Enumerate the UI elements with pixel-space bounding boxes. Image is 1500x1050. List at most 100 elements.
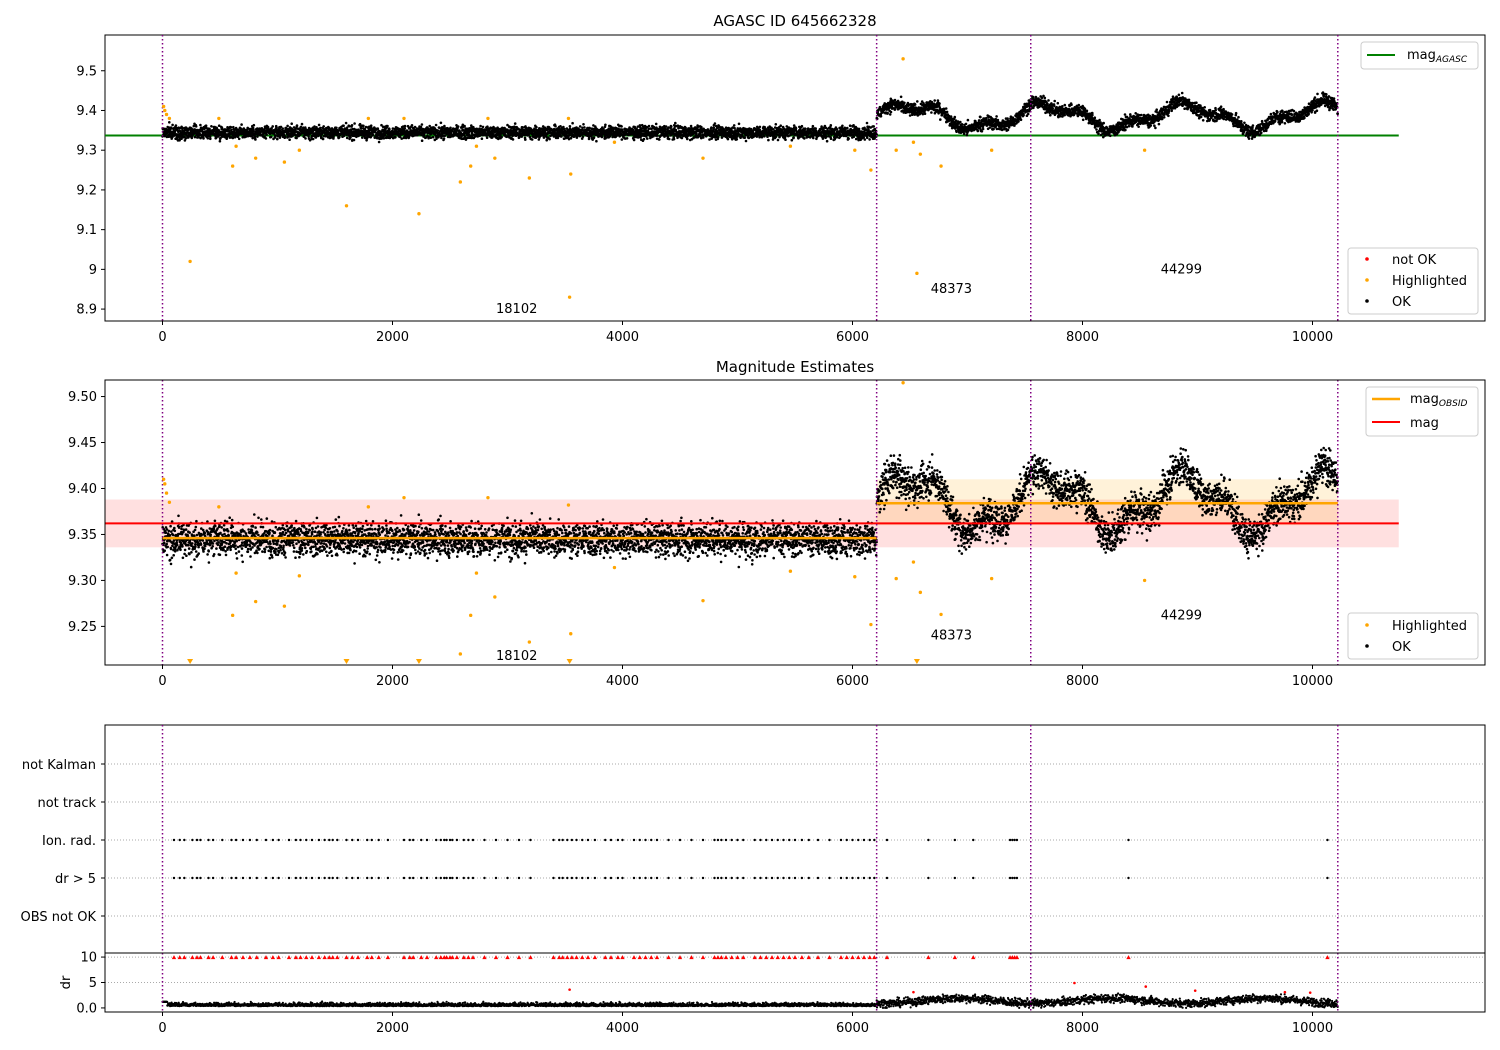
y-tick-label: 9.1 [76, 223, 97, 238]
ok-point [985, 116, 988, 120]
ok-point [776, 138, 780, 142]
ok-point [410, 124, 414, 127]
ok-point [295, 124, 299, 127]
ok-point [582, 123, 585, 126]
ok-point [916, 100, 919, 103]
ok-point [595, 139, 598, 143]
ok-point [183, 139, 187, 142]
ok-point [204, 124, 208, 127]
ok-point [583, 126, 586, 129]
ok-point [977, 119, 981, 122]
ok-point [513, 122, 517, 125]
ok-point [953, 115, 957, 119]
ok-point [480, 137, 484, 140]
ok-point [964, 122, 968, 126]
ok-point [317, 123, 321, 127]
ok-point [180, 126, 184, 130]
ok-point [304, 137, 307, 140]
ok-point [825, 135, 828, 138]
ok-point [981, 127, 985, 131]
ok-point [535, 125, 538, 129]
ok-point [371, 133, 375, 136]
ok-point [1070, 103, 1073, 107]
ok-point [542, 136, 546, 139]
ok-point [959, 120, 962, 124]
ok-point [811, 124, 815, 128]
ok-point [790, 138, 794, 142]
ok-point [283, 135, 287, 138]
ok-point [664, 125, 668, 128]
ok-point [568, 125, 572, 128]
ok-point [342, 124, 345, 127]
ok-point [784, 138, 787, 141]
ok-point [758, 125, 762, 129]
ok-point [965, 133, 969, 137]
ok-point [193, 135, 197, 139]
ok-point [165, 127, 168, 131]
ok-point [735, 138, 739, 141]
ok-point [429, 136, 433, 139]
ok-point [571, 121, 574, 125]
ok-point [980, 130, 984, 133]
ok-point [530, 138, 534, 141]
ok-point [847, 137, 850, 140]
ok-point [377, 140, 381, 144]
ok-point [936, 99, 940, 102]
ok-point [299, 125, 303, 129]
ok-point [888, 113, 892, 116]
ok-point [992, 127, 995, 131]
ok-point [923, 112, 927, 115]
ok-point [879, 114, 883, 118]
ok-point [654, 122, 658, 126]
ok-point [263, 135, 266, 138]
ok-point [394, 136, 397, 139]
ok-point [578, 125, 582, 128]
ok-point [774, 123, 778, 126]
ok-point [702, 136, 705, 139]
ok-point [903, 101, 906, 105]
ok-point [642, 137, 646, 141]
ok-point [271, 125, 275, 128]
ok-point [744, 139, 748, 143]
ok-point [403, 127, 407, 130]
ok-point [646, 137, 649, 140]
ok-point [857, 127, 861, 131]
ok-point [600, 135, 604, 139]
ok-point [872, 125, 875, 128]
ok-point [350, 124, 354, 127]
ok-point [713, 122, 717, 125]
y-tick-label: 9.3 [76, 144, 97, 159]
ok-point [353, 122, 356, 125]
ok-point [286, 124, 289, 128]
ok-point [979, 115, 982, 119]
ok-point [463, 124, 466, 128]
ok-point [352, 138, 356, 142]
ok-point [604, 123, 607, 127]
ok-point [319, 126, 322, 130]
ok-point [170, 127, 173, 130]
ok-point [205, 126, 208, 130]
ok-point [560, 135, 563, 138]
ok-point [434, 123, 438, 127]
x-tick-label: 8000 [1066, 330, 1099, 345]
ok-point [545, 138, 548, 142]
ok-point [878, 105, 882, 109]
ok-point [180, 137, 183, 140]
y-tick-label: 9.2 [76, 183, 97, 198]
ok-point [307, 135, 310, 138]
ok-point [618, 135, 621, 138]
ok-point [273, 136, 277, 139]
ok-point [290, 122, 294, 125]
ok-point [889, 110, 893, 114]
ok-point [763, 135, 766, 138]
ok-point [174, 124, 178, 127]
ok-point [311, 137, 315, 141]
ok-point [949, 115, 953, 118]
ok-point [800, 124, 804, 128]
ok-point [581, 135, 585, 139]
ok-point [955, 130, 958, 133]
ok-point [171, 123, 174, 127]
ok-point [485, 136, 489, 139]
ok-point [945, 110, 949, 114]
